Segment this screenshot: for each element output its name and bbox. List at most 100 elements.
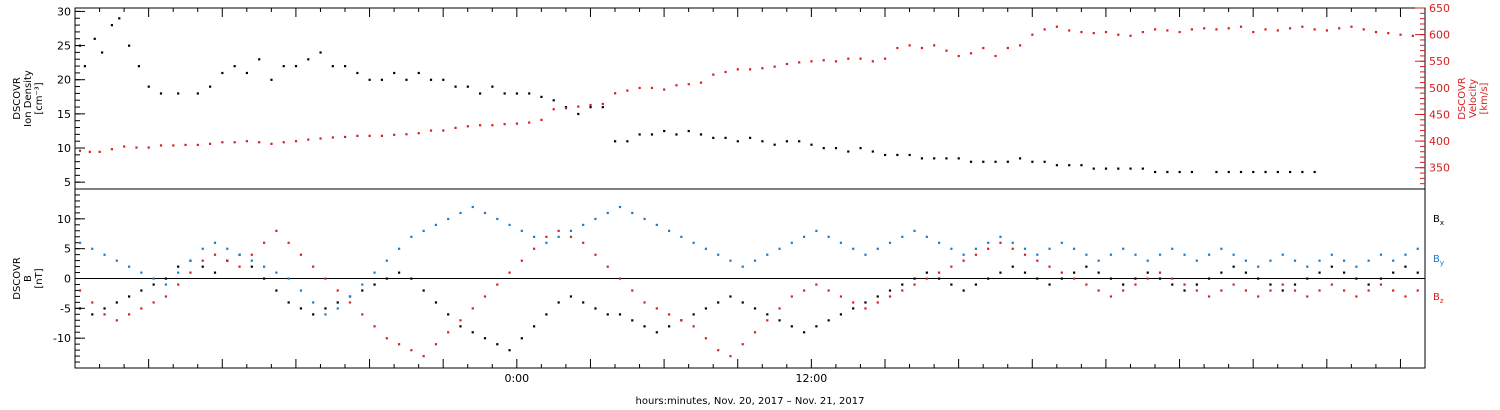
point-by [1048,247,1051,250]
point-by [1269,259,1272,262]
point-by [815,229,818,232]
point-bx [1330,265,1333,268]
point-by [1220,247,1223,250]
point-by [177,271,180,274]
point-velocity [834,60,838,63]
point-by [398,247,401,250]
point-bx [471,331,474,334]
point-ion-density [245,71,249,75]
point-bx [78,307,82,310]
point-by [1392,259,1395,262]
point-bz [864,307,867,310]
point-bx [827,319,830,322]
point-bz [901,289,904,292]
point-velocity [245,140,249,143]
point-by [115,259,118,262]
point-bx [1343,271,1346,274]
left-tick-label: 20 [57,74,71,87]
point-bx [250,265,253,268]
point-bx [557,301,560,304]
point-ion-density [552,99,555,102]
bottom-axis-label-line: B [23,275,34,282]
point-by [569,229,573,232]
point-velocity [172,144,175,147]
point-velocity [479,124,482,127]
point-by [717,253,720,256]
point-bz [496,283,499,286]
point-by [594,217,597,221]
point-bz [1060,271,1063,274]
point-by [704,247,708,250]
point-ion-density [773,143,776,146]
point-bz [1073,277,1076,280]
point-by [250,259,253,262]
point-ion-density [1154,170,1157,174]
point-velocity [159,144,163,147]
point-ion-density [1055,164,1059,167]
point-velocity [736,68,739,71]
point-bz [925,277,928,280]
point-bz [1367,289,1370,292]
point-by [226,247,229,250]
point-by [741,265,744,268]
point-bz [1306,295,1309,298]
point-by [312,301,315,304]
point-bx [1158,277,1162,280]
point-ion-density [1092,167,1095,170]
point-velocity [1362,28,1365,31]
point-velocity [270,142,273,145]
point-by [1404,253,1407,256]
point-bz [275,229,278,232]
point-velocity [1325,29,1329,32]
point-by [348,295,352,298]
point-bx [594,307,597,310]
point-velocity [589,103,592,107]
point-velocity [196,143,199,147]
point-ion-density [871,150,874,153]
point-bx [1023,271,1027,274]
right-tick-label: 600 [1429,29,1450,42]
point-by [213,241,217,244]
point-ion-density [1141,167,1144,170]
point-bz [827,289,830,292]
point-by [1257,265,1260,268]
point-bx [545,313,548,316]
point-ion-density [118,17,121,20]
point-bz [422,355,425,358]
point-ion-density [221,71,224,75]
point-by [1367,259,1370,262]
point-by [778,247,781,250]
right-tick-label: 450 [1429,108,1450,121]
point-bz [483,295,487,298]
point-bx [913,277,916,280]
point-bz [962,259,965,262]
point-velocity [442,129,445,132]
point-ion-density [724,136,727,139]
point-bx [1269,283,1272,286]
point-bz [1036,259,1039,262]
point-velocity [957,54,960,58]
point-ion-density [663,129,666,133]
point-velocity [749,68,752,71]
point-bz [1392,289,1395,292]
point-bz [1097,289,1100,292]
point-by [827,235,830,238]
point-velocity [1055,25,1059,28]
point-bz [668,313,671,316]
point-bz [631,289,634,292]
point-velocity [503,123,506,126]
point-bx [1416,271,1419,274]
point-by [263,265,266,268]
point-ion-density [344,65,347,68]
point-bz [803,289,806,292]
point-by [1208,253,1211,256]
point-bx [1085,265,1088,268]
point-by [189,259,192,262]
point-bz [398,343,401,346]
point-bz [974,253,978,256]
point-bz [1158,271,1162,274]
point-velocity [282,141,285,144]
point-ion-density [761,140,764,143]
point-velocity [294,140,298,143]
point-velocity [135,146,138,149]
